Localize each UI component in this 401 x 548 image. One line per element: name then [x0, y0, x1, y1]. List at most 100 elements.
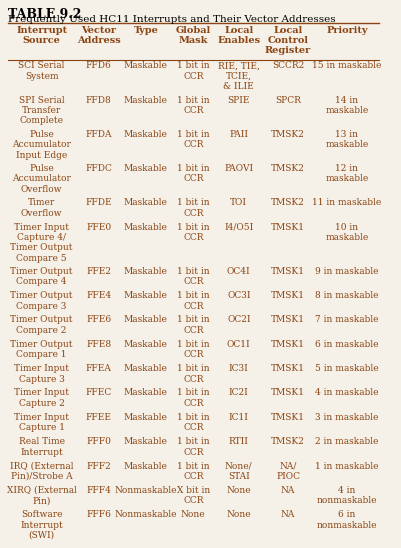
Text: SCCR2: SCCR2 — [271, 61, 304, 70]
Text: TMSK2: TMSK2 — [270, 164, 304, 173]
Text: Timer Input
Capture 2: Timer Input Capture 2 — [14, 389, 69, 408]
Text: TMSK1: TMSK1 — [270, 222, 304, 232]
Text: IC3I: IC3I — [228, 364, 248, 373]
Text: NA: NA — [280, 486, 294, 495]
Text: FFE8: FFE8 — [86, 340, 111, 349]
Text: Timer Input
Capture 3: Timer Input Capture 3 — [14, 364, 69, 384]
Text: 5 in maskable: 5 in maskable — [314, 364, 378, 373]
Text: Real Time
Interrupt: Real Time Interrupt — [18, 437, 65, 456]
Text: 1 in maskable: 1 in maskable — [314, 461, 378, 471]
Text: 1 bit in
CCR: 1 bit in CCR — [176, 267, 209, 286]
Text: 14 in
maskable: 14 in maskable — [324, 95, 367, 115]
Text: FFDE: FFDE — [85, 198, 111, 207]
Text: Maskable: Maskable — [124, 389, 168, 397]
Text: TMSK1: TMSK1 — [270, 291, 304, 300]
Text: 1 bit in
CCR: 1 bit in CCR — [176, 222, 209, 242]
Text: Priority: Priority — [325, 26, 367, 35]
Text: Vector
Address: Vector Address — [77, 26, 120, 45]
Text: TMSK1: TMSK1 — [270, 413, 304, 422]
Text: SCI Serial
System: SCI Serial System — [18, 61, 65, 81]
Text: FFEC: FFEC — [85, 389, 111, 397]
Text: Pulse
Accumulator
Overflow: Pulse Accumulator Overflow — [12, 164, 71, 194]
Text: Nonmaskable: Nonmaskable — [114, 510, 177, 519]
Text: 1 bit in
CCR: 1 bit in CCR — [176, 164, 209, 184]
Text: OC2I: OC2I — [227, 316, 250, 324]
Text: FFD8: FFD8 — [85, 95, 111, 105]
Text: Maskable: Maskable — [124, 198, 168, 207]
Text: Software
Interrupt
(SWI): Software Interrupt (SWI) — [20, 510, 63, 540]
Text: Maskable: Maskable — [124, 95, 168, 105]
Text: 1 bit in
CCR: 1 bit in CCR — [176, 61, 209, 81]
Text: 8 in maskable: 8 in maskable — [314, 291, 378, 300]
Text: 3 in maskable: 3 in maskable — [314, 413, 378, 422]
Text: Timer Input
Capture 4/
Timer Output
Compare 5: Timer Input Capture 4/ Timer Output Comp… — [10, 222, 73, 263]
Text: TMSK1: TMSK1 — [270, 316, 304, 324]
Text: TOI: TOI — [230, 198, 247, 207]
Text: Interrupt
Source: Interrupt Source — [16, 26, 67, 45]
Text: FFE2: FFE2 — [86, 267, 111, 276]
Text: XIRQ (External
Pin): XIRQ (External Pin) — [7, 486, 77, 505]
Text: TMSK2: TMSK2 — [270, 437, 304, 446]
Text: 9 in maskable: 9 in maskable — [314, 267, 378, 276]
Text: IC1I: IC1I — [228, 413, 248, 422]
Text: RTII: RTII — [228, 437, 248, 446]
Text: FFF6: FFF6 — [86, 510, 111, 519]
Text: Local
Control
Register: Local Control Register — [264, 26, 310, 55]
Text: Global
Mask: Global Mask — [175, 26, 211, 45]
Text: 1 bit in
CCR: 1 bit in CCR — [176, 130, 209, 149]
Text: TMSK1: TMSK1 — [270, 389, 304, 397]
Text: None: None — [180, 510, 205, 519]
Text: 7 in maskable: 7 in maskable — [314, 316, 378, 324]
Text: I4/O5I: I4/O5I — [224, 222, 253, 232]
Text: FFD6: FFD6 — [85, 61, 111, 70]
Text: FFF4: FFF4 — [86, 486, 111, 495]
Text: Maskable: Maskable — [124, 437, 168, 446]
Text: Maskable: Maskable — [124, 267, 168, 276]
Text: 1 bit in
CCR: 1 bit in CCR — [176, 95, 209, 115]
Text: 1 bit in
CCR: 1 bit in CCR — [176, 364, 209, 384]
Text: Timer Output
Compare 4: Timer Output Compare 4 — [10, 267, 73, 286]
Text: 1 bit in
CCR: 1 bit in CCR — [176, 198, 209, 218]
Text: Timer Input
Capture 1: Timer Input Capture 1 — [14, 413, 69, 432]
Text: SPCR: SPCR — [274, 95, 300, 105]
Text: Timer Output
Compare 3: Timer Output Compare 3 — [10, 291, 73, 311]
Text: 4 in maskable: 4 in maskable — [314, 389, 378, 397]
Text: 15 in maskable: 15 in maskable — [311, 61, 381, 70]
Text: 1 bit in
CCR: 1 bit in CCR — [176, 291, 209, 311]
Text: None: None — [226, 510, 251, 519]
Text: TMSK2: TMSK2 — [270, 130, 304, 139]
Text: Maskable: Maskable — [124, 461, 168, 471]
Text: None: None — [226, 486, 251, 495]
Text: None/
STAI: None/ STAI — [225, 461, 252, 481]
Text: Maskable: Maskable — [124, 291, 168, 300]
Text: NA: NA — [280, 510, 294, 519]
Text: 4 in
nonmaskable: 4 in nonmaskable — [316, 486, 376, 505]
Text: FFEA: FFEA — [85, 364, 111, 373]
Text: 1 bit in
CCR: 1 bit in CCR — [176, 316, 209, 335]
Text: Nonmaskable: Nonmaskable — [114, 486, 177, 495]
Text: Maskable: Maskable — [124, 316, 168, 324]
Text: FFF0: FFF0 — [86, 437, 111, 446]
Text: IC2I: IC2I — [228, 389, 248, 397]
Text: OC4I: OC4I — [227, 267, 250, 276]
Text: Frequently Used HC11 Interrupts and Their Vector Addresses: Frequently Used HC11 Interrupts and Thei… — [8, 15, 334, 24]
Text: FFE4: FFE4 — [86, 291, 111, 300]
Text: 12 in
maskable: 12 in maskable — [324, 164, 367, 184]
Text: X bit in
CCR: X bit in CCR — [176, 486, 209, 505]
Text: PAOVI: PAOVI — [224, 164, 253, 173]
Text: Pulse
Accumulator
Input Edge: Pulse Accumulator Input Edge — [12, 130, 71, 159]
Text: 6 in maskable: 6 in maskable — [314, 340, 378, 349]
Text: 1 bit in
CCR: 1 bit in CCR — [176, 389, 209, 408]
Text: Maskable: Maskable — [124, 340, 168, 349]
Text: 10 in
maskable: 10 in maskable — [324, 222, 367, 242]
Text: SPIE: SPIE — [227, 95, 249, 105]
Text: Type: Type — [133, 26, 158, 35]
Text: RIE, TIE,
TCIE,
& ILIE: RIE, TIE, TCIE, & ILIE — [217, 61, 259, 91]
Text: Maskable: Maskable — [124, 413, 168, 422]
Text: 11 in maskable: 11 in maskable — [312, 198, 381, 207]
Text: TMSK2: TMSK2 — [270, 198, 304, 207]
Text: Maskable: Maskable — [124, 364, 168, 373]
Text: OC1I: OC1I — [227, 340, 250, 349]
Text: PAII: PAII — [229, 130, 248, 139]
Text: Maskable: Maskable — [124, 164, 168, 173]
